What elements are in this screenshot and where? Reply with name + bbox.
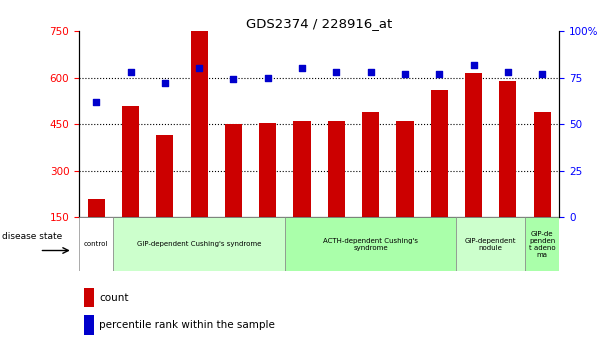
Bar <box>79 217 113 271</box>
Text: GIP-dependent
nodule: GIP-dependent nodule <box>465 238 516 250</box>
Text: ACTH-dependent Cushing's
syndrome: ACTH-dependent Cushing's syndrome <box>323 238 418 250</box>
Bar <box>525 217 559 271</box>
Point <box>434 71 444 77</box>
Point <box>503 69 513 75</box>
Text: GIP-de
penden
t adeno
ma: GIP-de penden t adeno ma <box>529 230 556 258</box>
Text: GIP-dependent Cushing's syndrome: GIP-dependent Cushing's syndrome <box>137 241 261 247</box>
Point <box>229 77 238 82</box>
Text: control: control <box>84 241 108 247</box>
Bar <box>84 315 94 335</box>
Bar <box>499 81 516 264</box>
Point <box>331 69 341 75</box>
Text: percentile rank within the sample: percentile rank within the sample <box>99 320 275 330</box>
Point <box>366 69 376 75</box>
Bar <box>534 112 551 264</box>
Point <box>91 99 101 105</box>
Bar <box>156 135 173 264</box>
Point <box>469 62 478 67</box>
Bar <box>88 199 105 264</box>
Point <box>126 69 136 75</box>
Point <box>297 66 307 71</box>
Text: count: count <box>99 293 129 303</box>
Bar <box>396 121 413 264</box>
Point <box>263 75 272 80</box>
Bar <box>122 106 139 264</box>
Title: GDS2374 / 228916_at: GDS2374 / 228916_at <box>246 17 392 30</box>
Bar <box>294 121 311 264</box>
Bar <box>328 121 345 264</box>
Bar <box>113 217 285 271</box>
Bar <box>259 122 276 264</box>
Text: disease state: disease state <box>2 231 62 240</box>
Bar <box>225 124 242 264</box>
Bar <box>285 217 457 271</box>
Point <box>160 80 170 86</box>
Bar <box>362 112 379 264</box>
Point <box>400 71 410 77</box>
Bar <box>84 288 94 307</box>
Bar <box>465 73 482 264</box>
Bar <box>457 217 525 271</box>
Point <box>537 71 547 77</box>
Bar <box>190 29 208 264</box>
Bar <box>430 90 448 264</box>
Point <box>194 66 204 71</box>
